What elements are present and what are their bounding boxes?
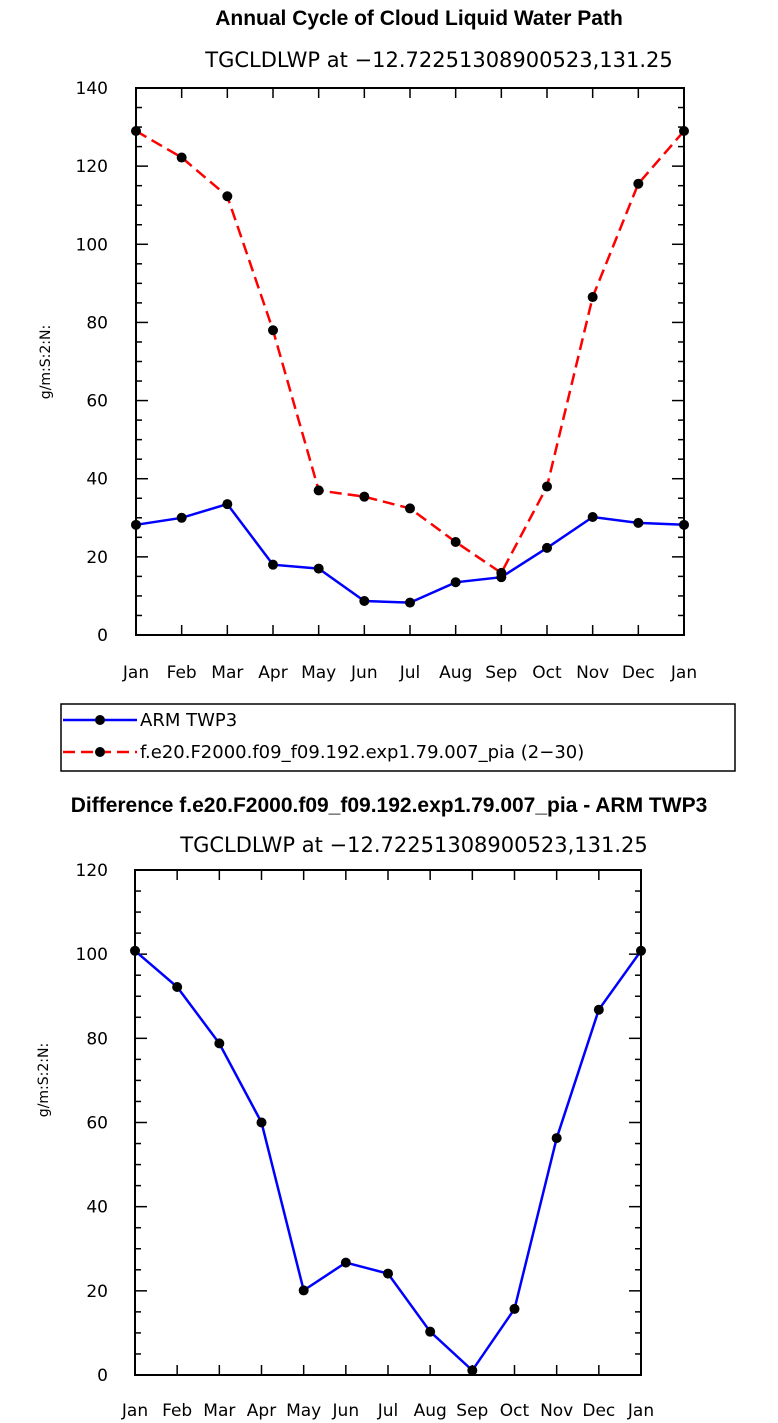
x-tick-label: Dec — [622, 663, 655, 683]
data-point — [542, 542, 552, 553]
legend-marker-model — [95, 747, 105, 757]
series-line-0 — [134, 949, 643, 1373]
data-point — [313, 563, 324, 574]
data-point — [256, 1117, 267, 1128]
y-tick-label: 100 — [76, 945, 108, 965]
y-axis-label: g/m:S:2:N: — [36, 1043, 52, 1117]
x-tick-label: Aug — [439, 663, 472, 683]
data-point — [383, 1268, 393, 1279]
data-point — [542, 481, 552, 492]
x-tick-label: Jun — [350, 663, 378, 683]
x-tick-label: Jul — [377, 1401, 399, 1421]
x-tick-label: Feb — [162, 1401, 192, 1421]
data-point — [405, 597, 415, 608]
data-point — [636, 945, 646, 956]
data-point — [359, 491, 370, 502]
y-tick-label: 80 — [86, 1029, 108, 1049]
y-tick-label: 120 — [76, 157, 108, 177]
data-point — [425, 1326, 436, 1337]
data-point — [679, 125, 689, 136]
y-tick-label: 20 — [86, 548, 108, 568]
data-point — [551, 1133, 562, 1144]
x-tick-label: May — [286, 1401, 321, 1421]
x-tick-label: Jan — [122, 663, 149, 683]
x-tick-label: Jul — [399, 663, 421, 683]
y-tick-label: 0 — [97, 626, 108, 646]
chart-subtitle: TGCLDLWP at −12.72251308900523,131.25 — [204, 48, 673, 72]
x-tick-label: Nov — [576, 663, 609, 683]
x-tick-label: Sep — [485, 663, 517, 683]
data-point — [359, 596, 370, 607]
y-tick-label: 60 — [86, 1114, 108, 1134]
data-point — [593, 1004, 604, 1015]
data-point — [222, 499, 233, 510]
x-tick-label: Jan — [670, 663, 697, 683]
legend-label-model: f.e20.F2000.f09_f09.192.exp1.79.007_pia … — [140, 742, 584, 763]
series-line-0 — [135, 502, 685, 604]
y-tick-label: 60 — [86, 392, 108, 412]
data-point — [405, 503, 415, 514]
x-tick-label: Mar — [211, 663, 243, 683]
data-point — [633, 178, 644, 189]
chart-difference: Difference f.e20.F2000.f09_f09.192.exp1.… — [36, 794, 707, 1421]
x-tick-label: Oct — [500, 1401, 530, 1421]
data-point — [587, 512, 598, 523]
data-point — [587, 292, 598, 303]
y-tick-label: 120 — [76, 861, 108, 881]
data-point — [130, 945, 140, 956]
data-point — [450, 537, 461, 548]
data-point — [496, 567, 507, 578]
x-tick-label: Dec — [582, 1401, 615, 1421]
data-point — [633, 517, 644, 528]
data-point — [467, 1365, 478, 1376]
data-point — [268, 325, 278, 336]
x-tick-label: Oct — [532, 663, 562, 683]
x-tick-label: Jan — [121, 1401, 148, 1421]
chart-annual-cycle: Annual Cycle of Cloud Liquid Water Path … — [38, 7, 697, 683]
legend: ARM TWP3 f.e20.F2000.f09_f09.192.exp1.79… — [60, 703, 736, 772]
x-tick-label: Apr — [247, 1401, 276, 1421]
data-point — [450, 577, 461, 588]
plot-frame — [135, 87, 685, 636]
y-tick-label: 40 — [86, 1198, 108, 1218]
data-point — [131, 519, 141, 530]
legend-marker-arm — [95, 715, 105, 725]
data-point — [298, 1285, 309, 1296]
y-tick-label: 0 — [97, 1366, 108, 1386]
y-tick-label: 140 — [76, 79, 108, 99]
y-tick-label: 40 — [86, 470, 108, 490]
legend-label-arm: ARM TWP3 — [140, 710, 237, 731]
data-point — [268, 559, 278, 570]
data-point — [313, 485, 324, 496]
data-point — [509, 1303, 520, 1314]
y-axis-label: g/m:S:2:N: — [38, 325, 54, 399]
data-point — [172, 981, 183, 992]
data-point — [340, 1257, 351, 1268]
chart-title: Difference f.e20.F2000.f09_f09.192.exp1.… — [71, 794, 708, 817]
data-point — [176, 152, 187, 163]
y-tick-label: 100 — [76, 235, 108, 255]
plot-frame — [134, 869, 642, 1376]
chart-title: Annual Cycle of Cloud Liquid Water Path — [215, 7, 623, 30]
data-point — [214, 1038, 225, 1049]
x-tick-label: Jun — [332, 1401, 360, 1421]
x-tick-label: Aug — [414, 1401, 447, 1421]
x-tick-label: Jan — [627, 1401, 654, 1421]
data-point — [222, 191, 233, 202]
y-tick-label: 20 — [86, 1282, 108, 1302]
x-tick-label: Apr — [258, 663, 287, 683]
x-tick-label: Nov — [540, 1401, 573, 1421]
data-point — [176, 512, 187, 523]
chart-subtitle: TGCLDLWP at −12.72251308900523,131.25 — [179, 833, 648, 857]
x-tick-label: Sep — [456, 1401, 488, 1421]
x-tick-label: May — [301, 663, 336, 683]
data-point — [679, 519, 689, 530]
x-tick-label: Feb — [167, 663, 197, 683]
legend-box — [60, 703, 736, 772]
data-point — [131, 125, 141, 136]
x-tick-label: Mar — [203, 1401, 235, 1421]
y-tick-label: 80 — [86, 313, 108, 333]
